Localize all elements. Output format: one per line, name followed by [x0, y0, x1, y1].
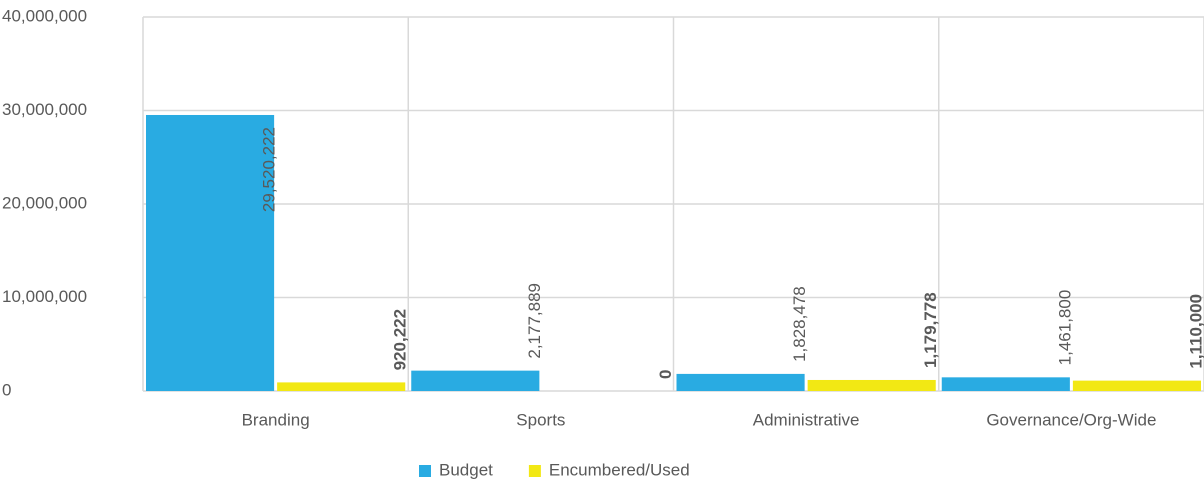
bar [411, 370, 540, 391]
x-tick-label: Branding [242, 410, 310, 429]
y-tick-label: 0 [2, 380, 11, 399]
data-label: 920,222 [391, 309, 410, 370]
data-label: 1,110,000 [1186, 294, 1204, 369]
bar [146, 114, 275, 391]
x-tick-label: Sports [516, 410, 565, 429]
bar [941, 377, 1070, 391]
data-label: 29,520,222 [260, 127, 279, 212]
legend-label: Encumbered/Used [549, 460, 690, 479]
y-tick-label: 10,000,000 [2, 287, 87, 306]
data-label: 1,828,478 [790, 286, 809, 362]
bar [676, 373, 805, 391]
data-label: 0 [656, 370, 675, 379]
legend-label: Budget [439, 460, 493, 479]
y-tick-label: 40,000,000 [2, 6, 87, 25]
data-label: 2,177,889 [525, 283, 544, 359]
bar [807, 379, 936, 391]
data-label: 1,461,800 [1055, 290, 1074, 366]
y-tick-label: 30,000,000 [2, 100, 87, 119]
legend-swatch [528, 465, 541, 477]
data-label: 1,179,778 [921, 292, 940, 368]
bar [1072, 380, 1201, 391]
x-tick-label: Administrative [753, 410, 860, 429]
x-tick-label: Governance/Org-Wide [986, 410, 1156, 429]
y-tick-label: 20,000,000 [2, 193, 87, 212]
legend-swatch [419, 465, 431, 477]
bar [277, 382, 406, 391]
